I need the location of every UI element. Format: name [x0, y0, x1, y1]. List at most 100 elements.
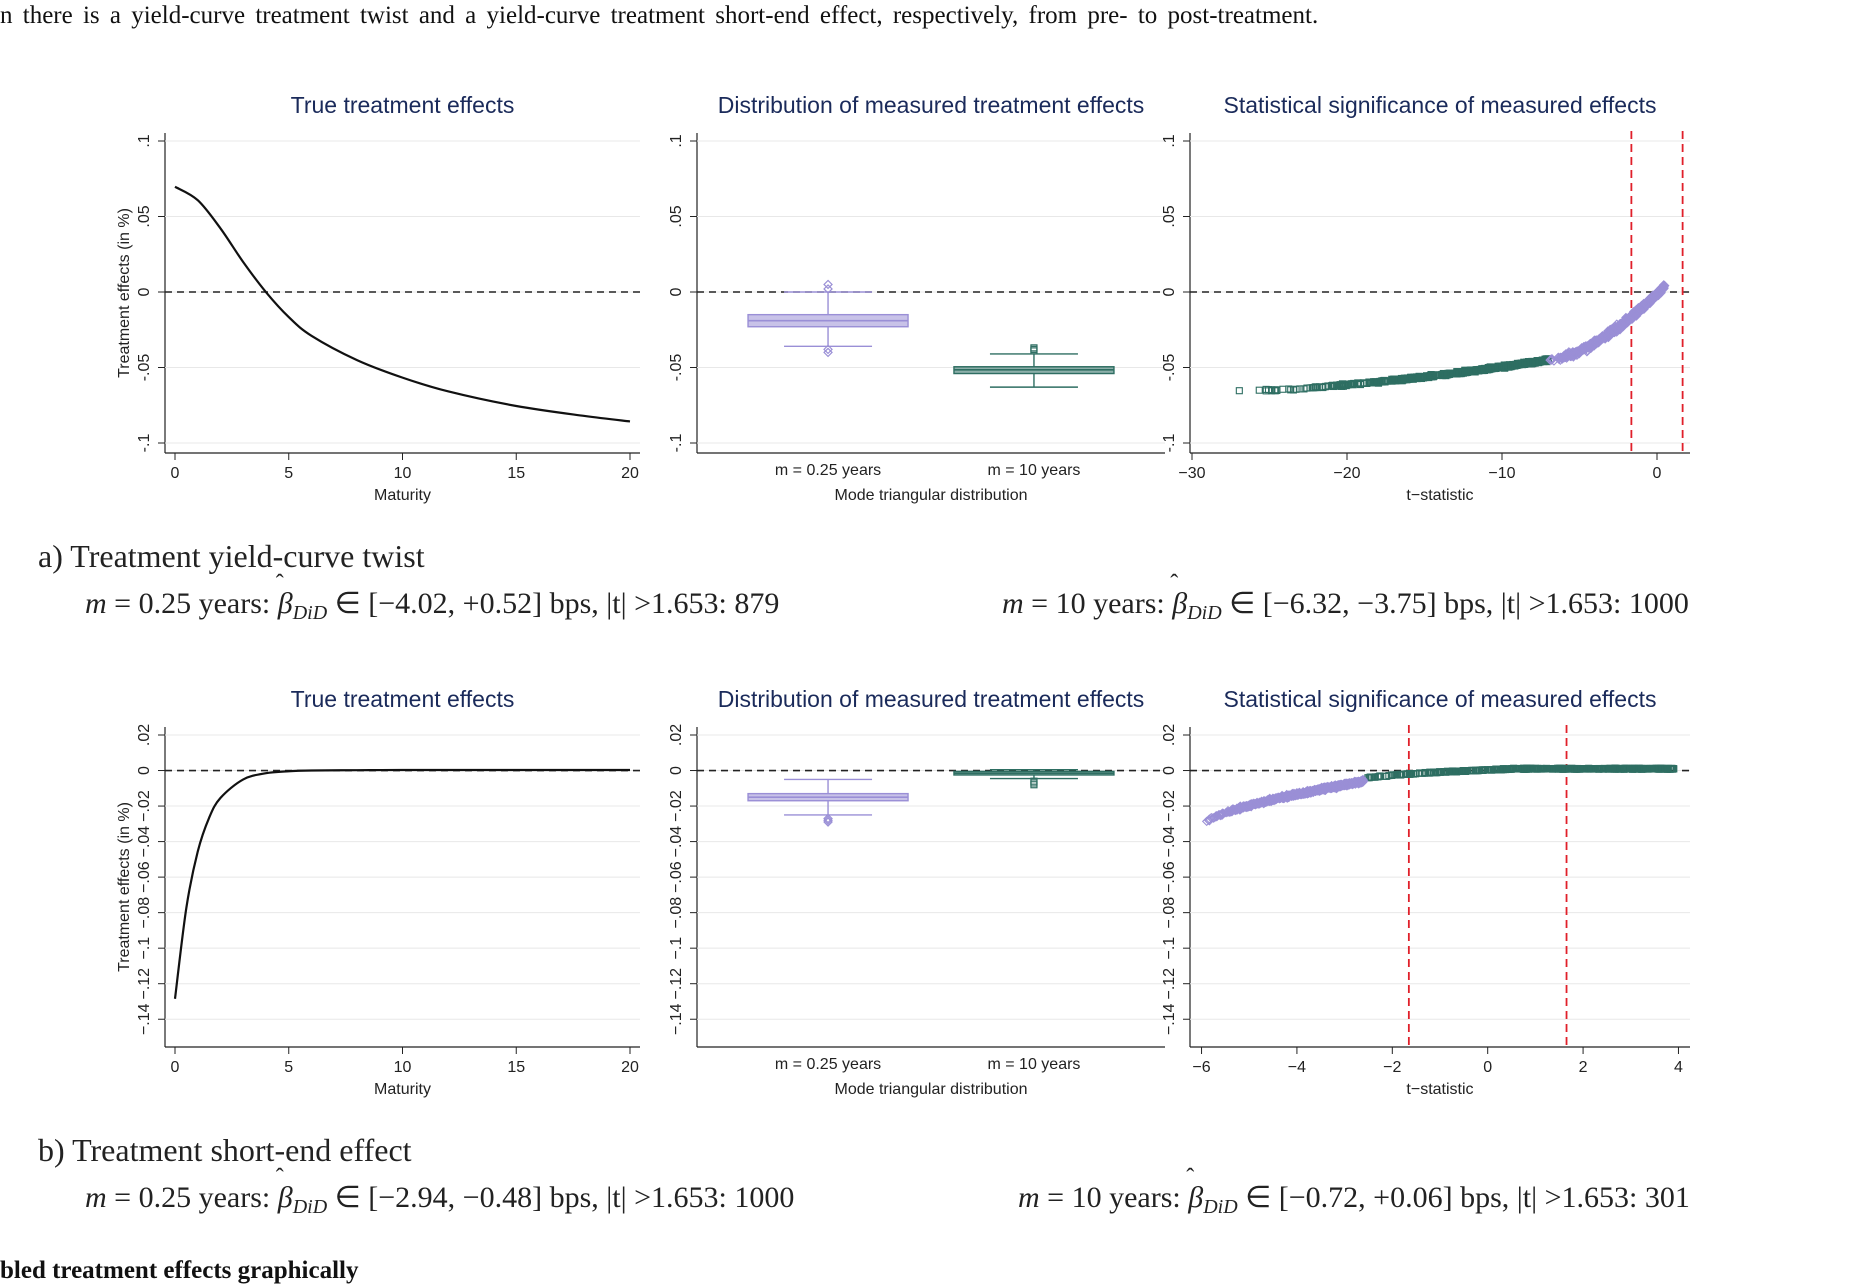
beta-hat-symbol: ​ˆ β — [275, 571, 293, 620]
y-tick-label: -.05 — [1161, 354, 1178, 382]
scatter-point — [1259, 796, 1270, 807]
caption-count: 879 — [734, 587, 780, 620]
y-tick-label: −.12 — [136, 968, 153, 1000]
scatter-point — [1316, 783, 1326, 793]
scatter-point — [1252, 798, 1262, 808]
chart-panel-3: Statistical significance of measured eff… — [1161, 92, 1690, 504]
scatter-point — [1486, 363, 1494, 371]
scatter-point — [1533, 358, 1541, 366]
scatter-point — [1370, 773, 1378, 781]
panel-a-caption-title: a) Treatment yield-curve twist — [38, 538, 425, 574]
scatter-point — [1642, 765, 1651, 773]
scatter-point — [1481, 766, 1489, 774]
scatter-point — [1457, 369, 1465, 377]
scatter-point — [1657, 284, 1667, 295]
y-tick-label: -.1 — [136, 434, 153, 453]
scatter-point — [1381, 772, 1389, 780]
scatter-point — [1627, 765, 1635, 773]
box-short: m = 0.25 years — [747, 279, 909, 479]
panel-a-caption-right: m = 10 years: ​ˆ βDiD ∈ [−6.32, −3.75] bp… — [1002, 571, 1689, 625]
scatter-point — [1418, 373, 1426, 381]
scatter-point — [1634, 765, 1642, 773]
chart-title: Statistical significance of measured eff… — [1224, 686, 1657, 712]
x-axis-label: Mode triangular distribution — [835, 487, 1028, 504]
x-tick-label: −20 — [1333, 465, 1360, 482]
y-tick-label: .05 — [136, 205, 153, 227]
scatter-point — [1616, 319, 1627, 330]
beta-hat-symbol: ​ˆ β — [275, 1165, 293, 1214]
scatter-point — [1565, 765, 1574, 773]
scatter-point — [1545, 355, 1555, 365]
scatter-point — [1312, 383, 1320, 391]
scatter-point — [1599, 330, 1610, 341]
scatter-point — [1249, 799, 1260, 809]
chart-title: Statistical significance of measured eff… — [1224, 92, 1657, 118]
y-tick-label: .1 — [1161, 134, 1178, 147]
scatter-point — [1349, 381, 1357, 389]
y-tick-label: −.02 — [1161, 790, 1178, 822]
true-effect-line — [173, 768, 630, 999]
scatter-point — [1262, 796, 1272, 806]
x-tick-label: 10 — [394, 465, 412, 482]
x-tick-label: 0 — [1483, 1059, 1492, 1076]
scatter-point — [1467, 767, 1475, 775]
y-tick-label: −.14 — [136, 1003, 153, 1035]
scatter-point — [1243, 801, 1253, 812]
x-tick-label: −6 — [1192, 1059, 1210, 1076]
y-tick-label: .02 — [668, 724, 685, 746]
caption-range: ∈ [−6.32, −3.75] bps, |t| >1.653: — [1229, 587, 1622, 620]
y-tick-label: −.06 — [1161, 861, 1178, 893]
scatter-point — [1314, 784, 1324, 794]
y-tick-label: -.1 — [1161, 434, 1178, 453]
scatter-point — [1448, 768, 1456, 776]
footer-text: bled treatment effects graphically — [0, 1257, 359, 1284]
x-tick-label: −10 — [1488, 465, 1515, 482]
scatter-point — [1618, 765, 1627, 773]
panel-b-caption-right: m = 10 years: ​ˆ βDiD ∈ [−0.72, +0.06] bp… — [1018, 1165, 1690, 1219]
scatter-point — [1293, 788, 1304, 798]
scatter-point — [1449, 370, 1457, 378]
y-tick-label: .05 — [668, 205, 685, 227]
beta-subscript: DiD — [1187, 602, 1222, 624]
outlier-point — [823, 817, 833, 827]
scatter-point — [1279, 385, 1287, 393]
scatter-points — [1235, 280, 1670, 395]
chart-title: Distribution of measured treatment effec… — [718, 92, 1145, 118]
x-tick-label: 20 — [621, 465, 639, 482]
scatter-point — [1494, 766, 1502, 774]
y-axis-label: Treatment effects (in %) — [116, 208, 133, 378]
caption-range: ∈ [−0.72, +0.06] bps, |t| >1.653: — [1245, 1181, 1638, 1214]
scatter-point — [1535, 765, 1543, 773]
scatter-point — [1528, 764, 1536, 772]
x-axis-label: t−statistic — [1406, 1081, 1473, 1098]
scatter-point — [1235, 801, 1246, 811]
scatter-point — [1426, 768, 1434, 776]
scatter-point — [1555, 765, 1563, 773]
scatter-point — [1469, 367, 1477, 375]
panel-b-caption-left: m = 0.25 years: ​ˆ βDiD ∈ [−2.94, −0.48] … — [85, 1165, 794, 1219]
y-tick-label: −.04 — [136, 826, 153, 858]
chart-panel-5: Distribution of measured treatment effec… — [668, 686, 1165, 1098]
scatter-point — [1622, 315, 1632, 326]
scatter-point — [1506, 363, 1514, 371]
intro-text: n there is a yield-curve treatment twist… — [0, 2, 1319, 29]
scatter-point — [1647, 765, 1655, 773]
beta-subscript: DiD — [1203, 1196, 1238, 1218]
scatter-point — [1335, 381, 1343, 390]
scatter-point — [1376, 377, 1384, 385]
caption-m: m — [85, 1181, 107, 1214]
scatter-point — [1575, 765, 1583, 773]
scatter-point — [1549, 356, 1559, 366]
outlier-point — [1030, 347, 1038, 355]
scatter-point — [1574, 765, 1582, 773]
scatter-point — [1577, 344, 1587, 354]
scatter-point — [1204, 815, 1215, 826]
scatter-point — [1659, 280, 1669, 291]
scatter-point — [1269, 794, 1280, 805]
scatter-point — [1305, 787, 1316, 797]
scatter-point — [1614, 765, 1622, 773]
y-tick-label: 0 — [668, 766, 685, 775]
scatter-point — [1625, 312, 1635, 322]
scatter-point — [1529, 359, 1537, 367]
